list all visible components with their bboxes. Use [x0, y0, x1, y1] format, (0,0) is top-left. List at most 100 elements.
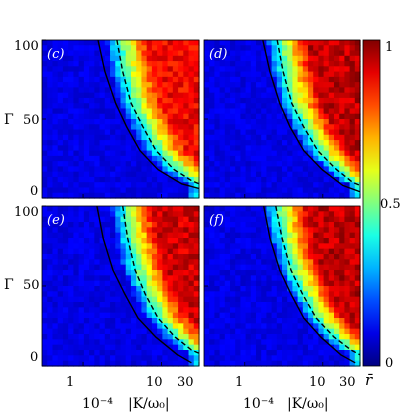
heatmap-cell	[235, 92, 241, 99]
heatmap-cell	[89, 119, 95, 125]
heatmap-cell	[83, 355, 90, 362]
heatmap-cell	[47, 259, 54, 266]
heatmap-cell	[183, 176, 190, 183]
heatmap-cell	[308, 166, 314, 173]
heatmap-cell	[219, 71, 226, 78]
heatmap-cell	[157, 323, 163, 330]
heatmap-cell	[354, 312, 361, 319]
heatmap-cell	[94, 296, 101, 303]
heatmap-cell	[73, 113, 80, 120]
heatmap-cell	[83, 312, 90, 319]
heatmap-cell	[94, 50, 101, 57]
heatmap-cell	[83, 318, 90, 324]
heatmap-cell	[178, 339, 184, 346]
heatmap-cell	[282, 227, 288, 234]
panel-c: (c)	[41, 39, 200, 199]
heatmap-cell	[167, 166, 174, 173]
heatmap-cell	[99, 360, 106, 367]
heatmap-cell	[323, 92, 330, 99]
heatmap-cell	[344, 155, 351, 162]
heatmap-cell	[250, 312, 257, 319]
heatmap-cell	[136, 40, 143, 46]
heatmap-cell	[57, 140, 64, 146]
heatmap-cell	[339, 119, 345, 125]
heatmap-cell	[214, 211, 221, 218]
heatmap-cell	[89, 350, 95, 356]
heatmap-cell	[73, 176, 80, 183]
heatmap-cell	[162, 344, 169, 351]
heatmap-cell	[42, 248, 48, 255]
heatmap-cell	[256, 76, 262, 83]
heatmap-cell	[47, 339, 54, 346]
heatmap-cell	[52, 150, 59, 157]
heatmap-cell	[167, 360, 174, 367]
heatmap-cell	[235, 248, 241, 255]
heatmap-cell	[308, 211, 314, 218]
heatmap-cell	[146, 259, 153, 266]
heatmap-cell	[151, 176, 158, 183]
heatmap-cell	[230, 318, 236, 324]
heatmap-cell	[349, 275, 356, 282]
heatmap-cell	[130, 50, 137, 57]
heatmap-cell	[308, 206, 314, 212]
heatmap-cell	[308, 355, 314, 362]
heatmap-cell	[292, 206, 299, 212]
heatmap-cell	[209, 243, 215, 250]
heatmap-cell	[141, 302, 148, 308]
heatmap-cell	[151, 71, 158, 78]
heatmap-cell	[73, 171, 80, 178]
heatmap-cell	[209, 66, 215, 73]
heatmap-cell	[318, 312, 325, 319]
heatmap-cell	[62, 339, 69, 346]
heatmap-cell	[94, 270, 101, 276]
heatmap-cell	[354, 134, 361, 141]
heatmap-cell	[250, 243, 257, 250]
heatmap-cell	[266, 45, 273, 52]
heatmap-cell	[256, 192, 262, 199]
heatmap-cell	[136, 286, 143, 292]
heatmap-cell	[167, 307, 174, 314]
heatmap-cell	[209, 71, 215, 78]
heatmap-cell	[120, 350, 127, 356]
heatmap-cell	[146, 360, 153, 367]
heatmap-cell	[245, 264, 252, 271]
heatmap-cell	[308, 192, 314, 199]
heatmap-cell	[209, 171, 215, 178]
heatmap-cell	[130, 243, 137, 250]
heatmap-cell	[245, 291, 252, 298]
heatmap-cell	[245, 82, 252, 88]
heatmap-cell	[204, 113, 210, 120]
heatmap-cell	[308, 328, 314, 335]
heatmap-cell	[193, 92, 200, 99]
heatmap-cell	[250, 192, 257, 199]
heatmap-cell	[302, 87, 309, 94]
heatmap-cell	[287, 334, 293, 340]
heatmap-cell	[167, 97, 174, 104]
heatmap-cell	[224, 50, 231, 57]
heatmap-cell	[110, 360, 116, 367]
panel-label: (f)	[209, 213, 224, 228]
heatmap-cell	[172, 323, 179, 330]
heatmap-cell	[224, 286, 231, 292]
heatmap-cell	[256, 161, 262, 167]
heatmap-cell	[328, 232, 335, 239]
heatmap-cell	[104, 264, 111, 271]
heatmap-cell	[250, 124, 257, 131]
heatmap-cell	[172, 328, 179, 335]
heatmap-cell	[167, 182, 174, 189]
heatmap-cell	[57, 232, 64, 239]
heatmap-cell	[146, 318, 153, 324]
heatmap-cell	[99, 222, 106, 228]
heatmap-cell	[162, 270, 169, 276]
heatmap-cell	[339, 113, 345, 120]
heatmap-cell	[349, 302, 356, 308]
heatmap-cell	[224, 92, 231, 99]
heatmap-cell	[313, 222, 319, 228]
heatmap-cell	[250, 161, 257, 167]
heatmap-cell	[334, 150, 340, 157]
heatmap-cell	[334, 92, 340, 99]
heatmap-cell	[328, 145, 335, 152]
heatmap-cell	[271, 155, 278, 162]
heatmap-cell	[104, 216, 111, 223]
heatmap-cell	[308, 232, 314, 239]
